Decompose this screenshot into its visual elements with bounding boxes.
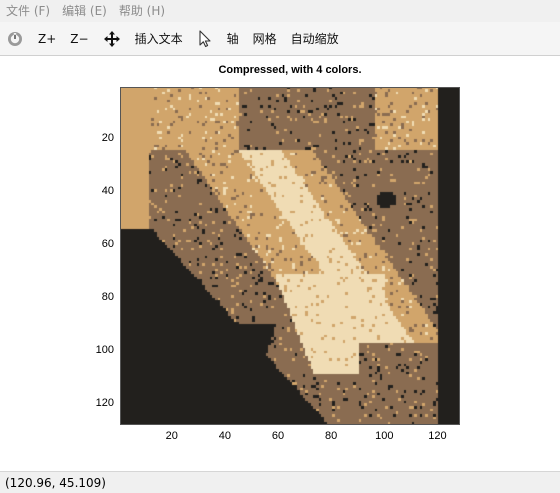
insert-text-button[interactable]: 插入文本: [134, 32, 183, 46]
x-tick-label: 80: [325, 430, 338, 442]
x-tick-label: 120: [428, 430, 447, 442]
y-tick-label: 20: [101, 132, 114, 145]
menubar: 文件 (F) 编辑 (E) 帮助 (H): [0, 0, 560, 22]
axes-button[interactable]: 轴: [226, 32, 239, 46]
y-tick-label: 60: [101, 238, 114, 251]
cursor-arrow-icon: [199, 29, 211, 47]
cursor-coordinates: (120.96, 45.109): [5, 475, 106, 490]
y-tick-label: 40: [101, 185, 114, 198]
x-tick-label: 60: [271, 430, 285, 442]
reset-view-button[interactable]: [0, 25, 30, 53]
menu-file[interactable]: 文件 (F): [6, 4, 51, 18]
menu-edit[interactable]: 编辑 (E): [62, 4, 107, 18]
y-tick-label: 100: [95, 343, 114, 356]
x-tick-label: 20: [165, 430, 178, 442]
menu-help[interactable]: 帮助 (H): [118, 4, 166, 18]
grid-button[interactable]: 网格: [252, 32, 277, 46]
figure-canvas[interactable]: Compressed, with 4 colors. 20 40 60 80 100 12…: [0, 57, 560, 471]
pan-button[interactable]: [97, 25, 127, 53]
axes-frame: [120, 87, 460, 425]
pan-arrows-icon: [103, 30, 120, 47]
toolbar: Z+ Z− 插入文本 轴 网格 自动缩放: [0, 22, 560, 56]
zoom-out-button[interactable]: Z−: [70, 31, 89, 46]
zoom-in-button[interactable]: Z+: [38, 31, 57, 46]
image-axes[interactable]: [120, 87, 460, 425]
x-tick-label: 40: [218, 430, 232, 442]
reset-view-icon: [8, 31, 22, 46]
select-arrow-button[interactable]: [191, 25, 219, 53]
figure-title: Compressed, with 4 colors.: [218, 64, 362, 76]
status-bar: (120.96, 45.109): [0, 471, 560, 493]
x-tick-label: 100: [375, 430, 394, 442]
autoscale-button[interactable]: 自动缩放: [290, 32, 339, 46]
y-tick-label: 80: [101, 290, 114, 303]
y-tick-label: 120: [95, 396, 114, 409]
